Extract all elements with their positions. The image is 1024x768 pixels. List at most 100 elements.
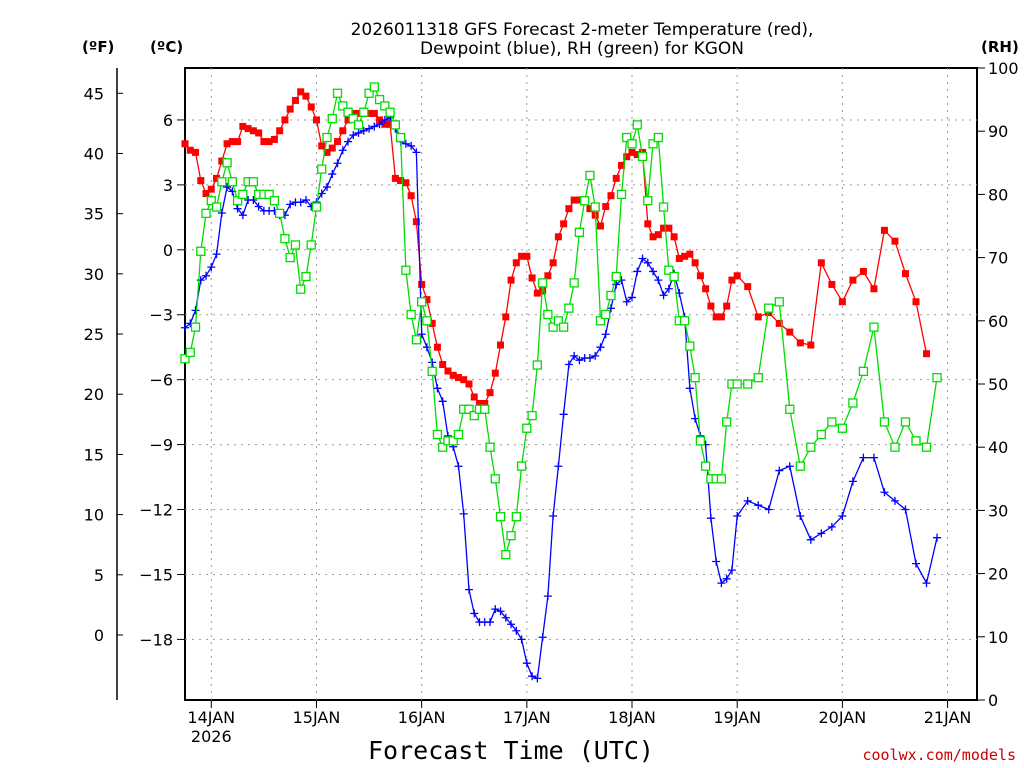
temperature-point (218, 157, 226, 165)
dewpoint-point (706, 514, 715, 523)
dewpoint-point (848, 477, 857, 486)
temperature-point (444, 367, 452, 375)
rh-point (232, 196, 243, 206)
rh-tick-label: 50 (988, 375, 1008, 394)
temperature-point (675, 254, 683, 262)
rh-point (343, 107, 353, 117)
temperature-point (707, 302, 715, 310)
dewpoint-point (507, 620, 516, 629)
rh-point (890, 442, 900, 452)
celsius-tick-label: 3 (163, 176, 173, 195)
temperature-point (334, 138, 342, 146)
temperature-point (649, 233, 657, 241)
rh-point (679, 316, 690, 326)
temperature-point (754, 313, 762, 321)
rh-point (879, 417, 890, 427)
rh-point (327, 113, 337, 124)
rh-point (417, 297, 427, 307)
temperature-point (596, 222, 604, 230)
rh-point (395, 132, 406, 143)
temperature-point (365, 109, 373, 117)
temperature-point (328, 144, 336, 152)
fahrenheit-tick-label: 40 (84, 144, 104, 163)
dewpoint-point (880, 488, 889, 497)
dewpoint-point (438, 397, 447, 406)
dewpoint-point (501, 613, 510, 622)
rh-point (427, 366, 437, 377)
temperature-point (817, 259, 825, 267)
temperature-point (423, 296, 431, 304)
temperature-point (386, 120, 394, 128)
temperature-point (617, 161, 625, 169)
dewpoint-point (301, 196, 310, 205)
temperature-point (607, 192, 615, 200)
dewpoint-point (796, 512, 805, 521)
dewpoint-point (196, 276, 205, 285)
rh-point (627, 139, 637, 149)
dewpoint-point (638, 254, 647, 263)
rh-point (506, 531, 516, 541)
rh-point (690, 373, 700, 383)
rh-tick-label: 30 (988, 501, 1008, 520)
rh-tick-label: 90 (988, 122, 1008, 141)
rh-point (558, 322, 569, 332)
dewpoint-point (727, 566, 736, 575)
celsius-tick-label: −15 (139, 565, 173, 584)
rh-point (732, 379, 742, 389)
temperature-point (213, 174, 221, 182)
celsius-tick-label: −6 (149, 371, 173, 390)
temperature-point (286, 105, 294, 113)
dewpoint-point (628, 293, 637, 302)
rh-point (848, 398, 858, 408)
rh-point (301, 271, 311, 282)
temperature-point (528, 274, 536, 282)
rh-point (275, 208, 285, 219)
dewpoint-point (344, 137, 353, 146)
temperature-point (570, 196, 578, 204)
series-rh (180, 82, 942, 560)
fahrenheit-tick-label: 20 (84, 385, 104, 404)
temperature-point (439, 361, 447, 369)
temperature-point (397, 177, 405, 185)
dewpoint-point (217, 209, 226, 218)
rh-point (522, 423, 532, 433)
rh-point (580, 196, 590, 206)
temperature-point (428, 319, 436, 327)
dewpoint-point (785, 462, 794, 471)
temperature-point (807, 341, 815, 349)
dewpoint-point (649, 267, 658, 276)
credit-label: coolwx.com/models (862, 746, 1016, 764)
rh-point (590, 202, 600, 212)
temperature-point (533, 289, 541, 297)
temperature-point (234, 138, 242, 146)
rh-unit-label: (RH) (981, 38, 1019, 56)
temperature-point (349, 109, 357, 117)
fahrenheit-tick-label: 45 (84, 84, 104, 103)
rh-point (490, 474, 500, 484)
rh-point (180, 354, 190, 364)
temperature-point (481, 399, 489, 407)
rh-point (553, 316, 564, 326)
rh-point (369, 82, 379, 92)
temperature-point (307, 103, 315, 111)
temperature-point (507, 276, 515, 284)
dewpoint-point (496, 607, 505, 616)
dewpoint-point (591, 351, 600, 360)
temperature-point (717, 313, 725, 321)
rh-point (537, 278, 548, 288)
temperature-point (518, 252, 526, 260)
temperature-point (391, 174, 399, 182)
rh-point (611, 271, 621, 282)
rh-point (795, 461, 805, 471)
temperature-point (796, 339, 804, 347)
temperature-point (912, 298, 920, 306)
celsius-tick-label: 6 (163, 111, 173, 130)
fahrenheit-tick-label: 5 (94, 566, 104, 585)
dewpoint-point (712, 557, 721, 566)
temperature-point (728, 276, 736, 284)
rh-point (643, 196, 653, 206)
rh-point (722, 417, 732, 427)
dewpoint-point (549, 512, 558, 521)
temperature-point (512, 259, 520, 267)
temperature-line (184, 90, 928, 405)
